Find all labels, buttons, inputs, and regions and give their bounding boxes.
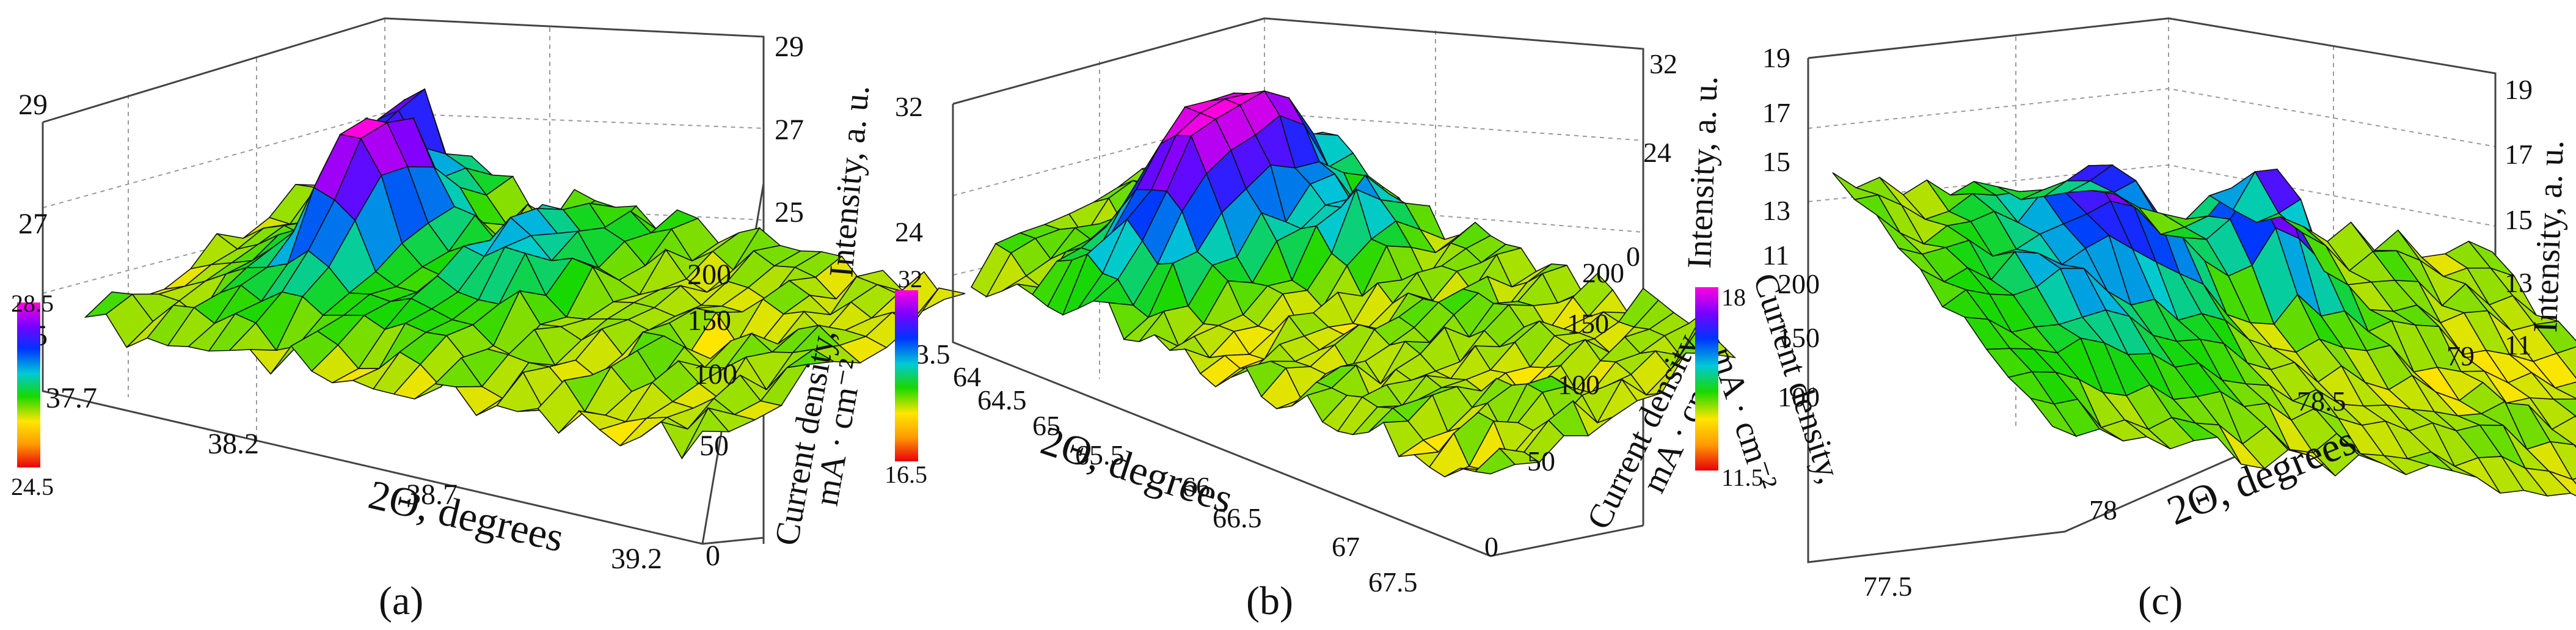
z-tick-right-c-0: 11 <box>2505 329 2531 361</box>
z-tick-right-c-1: 13 <box>2505 267 2533 298</box>
y-tick-b-2: 100 <box>1558 369 1600 400</box>
x-tick-a-0: 37.7 <box>46 382 97 414</box>
colorbar-max-c: 18 <box>1721 284 1746 311</box>
x-tick-a-1: 38.2 <box>208 428 259 460</box>
y-tick-a-4: 200 <box>687 258 731 291</box>
z-axis-title-b: Intensity, a. u. <box>1680 75 1725 269</box>
x-tick-a-2: 38.7 <box>406 478 458 511</box>
surface-a <box>84 88 966 460</box>
panel-label-a: (a) <box>379 579 423 623</box>
panel-c: 2Θ, degrees Current density, mA · cm⁻² I… <box>1695 17 2576 623</box>
colorbar-min-a: 24.5 <box>11 473 54 500</box>
panel-label-c: (c) <box>2138 579 2183 623</box>
colorbar-a <box>17 302 40 467</box>
y-tick-a-2: 100 <box>693 358 737 390</box>
x-tick-b-1: 64 <box>953 361 981 392</box>
y-tick-b-1: 50 <box>1527 445 1555 477</box>
y-tick-c-1: 150 <box>1778 322 1820 353</box>
y-tick-b-0: 0 <box>1484 531 1498 562</box>
surface-c <box>1832 164 2576 497</box>
z-tick-right-a-1: 27 <box>775 114 804 146</box>
z-tick-right-c-2: 15 <box>2505 204 2533 235</box>
z-tick-right-c-4: 19 <box>2505 74 2533 105</box>
x-tick-b-4: 65.5 <box>1075 439 1125 471</box>
z-tick-left-b-0: 24 <box>895 216 923 247</box>
panel-label-b: (b) <box>1246 579 1293 623</box>
surface-facet <box>1474 447 1516 475</box>
frame-b <box>952 17 1644 557</box>
x-tick-b-3: 65 <box>1032 410 1060 441</box>
x-tick-b-6: 66.5 <box>1213 502 1262 533</box>
x-tick-b-2: 64.5 <box>977 384 1027 416</box>
y-tick-b-4: 200 <box>1582 257 1624 288</box>
colorbar-max-a: 28.5 <box>11 290 54 317</box>
panel-a: 2Θ, degrees Current density, mA · cm⁻² I… <box>11 17 966 623</box>
z-axis-title-a: Intensity, a. u. <box>822 84 877 279</box>
surface-facet <box>2571 478 2576 485</box>
z-tick-left-c-2: 15 <box>1762 146 1790 177</box>
x-tick-c-0: 77.5 <box>1863 571 1913 602</box>
z-tick-right-a-2: 29 <box>775 31 804 63</box>
y-tick-c-2: 200 <box>1778 268 1820 299</box>
x-tick-a-3: 39.2 <box>611 543 662 575</box>
x-tick-c-3: 79 <box>2446 340 2475 372</box>
surface-b <box>970 90 1737 478</box>
surface-facet <box>2468 241 2515 277</box>
z-tick-left-a-1: 27 <box>18 208 48 240</box>
y-tick-a-0: 0 <box>706 540 720 572</box>
y-tick-a-1: 50 <box>699 430 729 462</box>
z-tick-left-c-1: 13 <box>1762 195 1790 226</box>
z-axis-title-c: Intensity, a. u. <box>2527 139 2571 333</box>
z-tick-right-b-2: 32 <box>1649 48 1677 79</box>
z-tick-left-c-0: 11 <box>1762 240 1789 271</box>
z-tick-right-a-0: 25 <box>775 196 804 229</box>
colorbar-b <box>895 290 918 461</box>
colorbar-c <box>1695 287 1718 471</box>
z-tick-left-a-2: 29 <box>18 89 48 121</box>
z-tick-right-b-1: 24 <box>1643 137 1671 168</box>
z-tick-left-b-1: 32 <box>895 91 923 122</box>
colorbar-min-c: 11.5 <box>1721 464 1764 491</box>
y-tick-b-3: 150 <box>1567 308 1609 339</box>
x-tick-b-5: 66 <box>1182 471 1210 502</box>
colorbar-max-b: 32 <box>898 265 922 293</box>
z-tick-left-c-3: 17 <box>1762 97 1790 128</box>
x-tick-b-7: 67 <box>1332 531 1360 562</box>
y-tick-c-0: 100 <box>1778 381 1820 412</box>
x-tick-c-2: 78.5 <box>2297 386 2346 417</box>
colorbar-min-b: 16.5 <box>885 461 927 488</box>
x-axis-title-b: 2Θ, degrees <box>1035 417 1238 522</box>
z-tick-right-b-0: 0 <box>1626 241 1640 272</box>
surface-facet <box>681 407 730 459</box>
y-tick-a-3: 150 <box>687 304 731 337</box>
z-tick-right-c-3: 17 <box>2505 139 2533 170</box>
x-tick-b-8: 67.5 <box>1368 566 1418 598</box>
x-tick-c-1: 78 <box>2089 494 2117 526</box>
x-axis-title-a: 2Θ, degrees <box>365 471 569 561</box>
panel-b: 2Θ, degrees Current density, mA · cm⁻² I… <box>885 17 1737 623</box>
z-tick-left-c-4: 19 <box>1762 42 1790 73</box>
